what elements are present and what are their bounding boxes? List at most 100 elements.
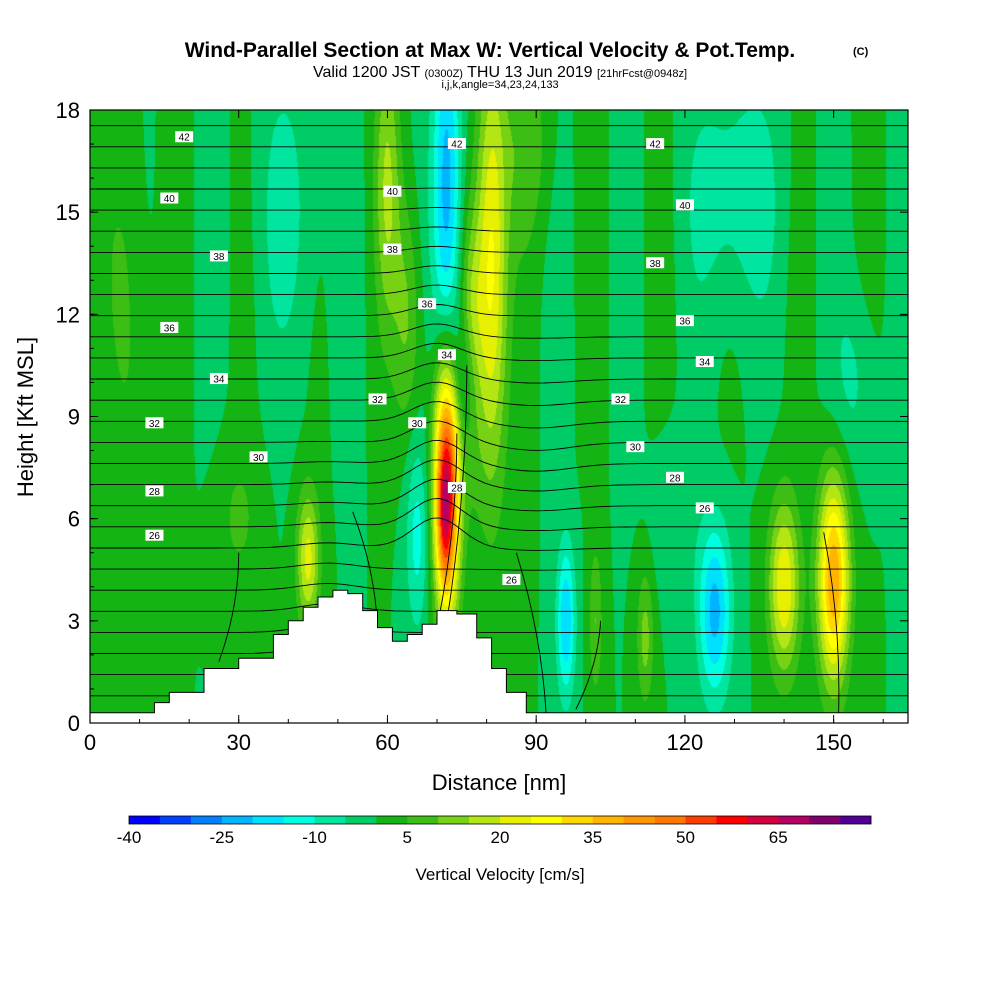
plot-area: 42 40 38 36 34 32 30 28 26 40 38 36 34 32 30 28 26 42 42 40… — [90, 110, 908, 723]
contour-label-box — [675, 315, 694, 327]
contour-label-text: 36 — [422, 300, 434, 311]
title-mark: (C) — [853, 46, 869, 58]
x-tick-label: 30 — [226, 730, 250, 755]
contour-label-box — [646, 138, 665, 150]
contour-label-box — [175, 131, 194, 143]
theta-contour-line — [90, 603, 908, 612]
contour-label-text: 38 — [387, 245, 399, 256]
x-tick-label: 120 — [667, 730, 704, 755]
colorbar-swatch — [345, 816, 377, 824]
colorbar-swatch — [283, 816, 315, 824]
contour-label-box — [160, 321, 179, 333]
contour-label-box — [418, 298, 437, 310]
colorbar-swatch — [500, 816, 532, 824]
contour-label-text: 30 — [412, 419, 424, 430]
contour-label-box — [145, 529, 164, 541]
theta-contour-line — [823, 532, 840, 713]
contour-label-text: 40 — [164, 194, 176, 205]
contour-label-text: 32 — [372, 395, 384, 406]
y-tick-label: 12 — [56, 302, 80, 327]
x-tick-label: 150 — [815, 730, 852, 755]
y-axis-label: Height [Kft MSL] — [13, 337, 38, 497]
theta-contours — [90, 125, 908, 713]
theta-contour-line — [90, 323, 908, 339]
theta-contour-labels: 42 40 38 36 34 32 30 28 26 40 38 36 34 32 30 28 26 42 42 40… — [145, 131, 714, 586]
theta-contour-line — [90, 517, 908, 551]
theta-contour-label: 34 — [437, 349, 456, 362]
theta-contour-label: 34 — [695, 356, 714, 369]
terrain-mask — [90, 589, 908, 723]
colorbar-swatch — [129, 816, 161, 824]
contour-label-text: 34 — [213, 375, 225, 386]
theta-contour-line — [90, 304, 908, 317]
contour-label-text: 30 — [253, 453, 265, 464]
theta-contour-label: 28 — [447, 482, 466, 495]
y-tick-label: 0 — [68, 711, 80, 736]
colorbar-swatch — [221, 816, 253, 824]
contour-label-box — [695, 356, 714, 368]
theta-contour-line — [90, 265, 908, 274]
theta-contour-label: 32 — [611, 393, 630, 406]
colorbar-tick-label: -40 — [117, 828, 142, 847]
theta-contour-label: 26 — [502, 573, 521, 586]
contour-label-box — [646, 257, 665, 269]
colorbar-swatch — [469, 816, 501, 824]
colorbar-tick-label: 65 — [769, 828, 788, 847]
colorbar: -40 -25 -10 5 20 35 50 65 — [117, 815, 872, 847]
contour-label-box — [249, 451, 268, 463]
theta-contour-label: 26 — [695, 502, 714, 515]
contour-label-box — [145, 485, 164, 497]
contour-label-text: 26 — [506, 575, 518, 586]
theta-contour-label: 40 — [675, 199, 694, 212]
colorbar-swatch — [623, 816, 655, 824]
colorbar-tick-label: 20 — [491, 828, 510, 847]
theta-contour-label: 36 — [675, 315, 694, 328]
y-tick-label: 9 — [68, 405, 80, 430]
x-tick-label: 60 — [375, 730, 399, 755]
theta-contour-line — [90, 439, 908, 472]
contour-label-box — [626, 441, 645, 453]
colorbar-swatch — [252, 816, 284, 824]
colorbar-tick-label: -10 — [302, 828, 327, 847]
colorbar-frame — [128, 815, 872, 825]
theta-contour-label: 40 — [160, 192, 179, 205]
chart-title: Wind-Parallel Section at Max W: Vertical… — [185, 39, 796, 62]
y-tick-label: 3 — [68, 609, 80, 634]
theta-contour-line — [90, 498, 908, 532]
theta-contour-line — [90, 643, 908, 654]
theta-contour-label: 42 — [447, 138, 466, 151]
contour-label-text: 42 — [451, 140, 463, 151]
theta-contour-label: 32 — [368, 393, 387, 406]
colorbar-tick-label: 5 — [403, 828, 412, 847]
contour-label-box — [368, 393, 387, 405]
contour-label-text: 42 — [650, 140, 662, 151]
theta-contour-label: 30 — [408, 417, 427, 430]
colorbar-swatch — [778, 816, 810, 824]
contour-label-box — [209, 373, 228, 385]
colorbar-tick-label: -25 — [209, 828, 234, 847]
contour-label-text: 26 — [149, 531, 161, 542]
y-tick-label: 18 — [56, 98, 80, 123]
subtitle-date: THU 13 Jun 2019 — [463, 64, 597, 81]
theta-contour-line — [90, 459, 908, 492]
contour-label-box — [665, 471, 684, 483]
theta-contour-line — [436, 433, 458, 628]
colorbar-swatch — [809, 816, 841, 824]
theta-contour-line — [90, 420, 908, 451]
theta-contour-line — [515, 552, 547, 713]
theta-contour-label: 28 — [665, 471, 684, 484]
contour-label-box — [160, 192, 179, 204]
theta-contour-label: 32 — [145, 417, 164, 430]
contour-label-box — [447, 482, 466, 494]
chart-subtitle: Valid 1200 JST (0300Z) THU 13 Jun 2019 [… — [313, 64, 687, 81]
subtitle-valid: Valid 1200 JST — [313, 64, 424, 81]
colorbar-swatch — [654, 816, 686, 824]
theta-contour-line — [90, 582, 908, 591]
contour-label-text: 32 — [149, 419, 161, 430]
theta-contour-line — [90, 226, 908, 232]
colorbar-swatch — [407, 816, 439, 824]
x-tick-label: 90 — [524, 730, 548, 755]
theta-contour-label: 38 — [646, 257, 665, 270]
